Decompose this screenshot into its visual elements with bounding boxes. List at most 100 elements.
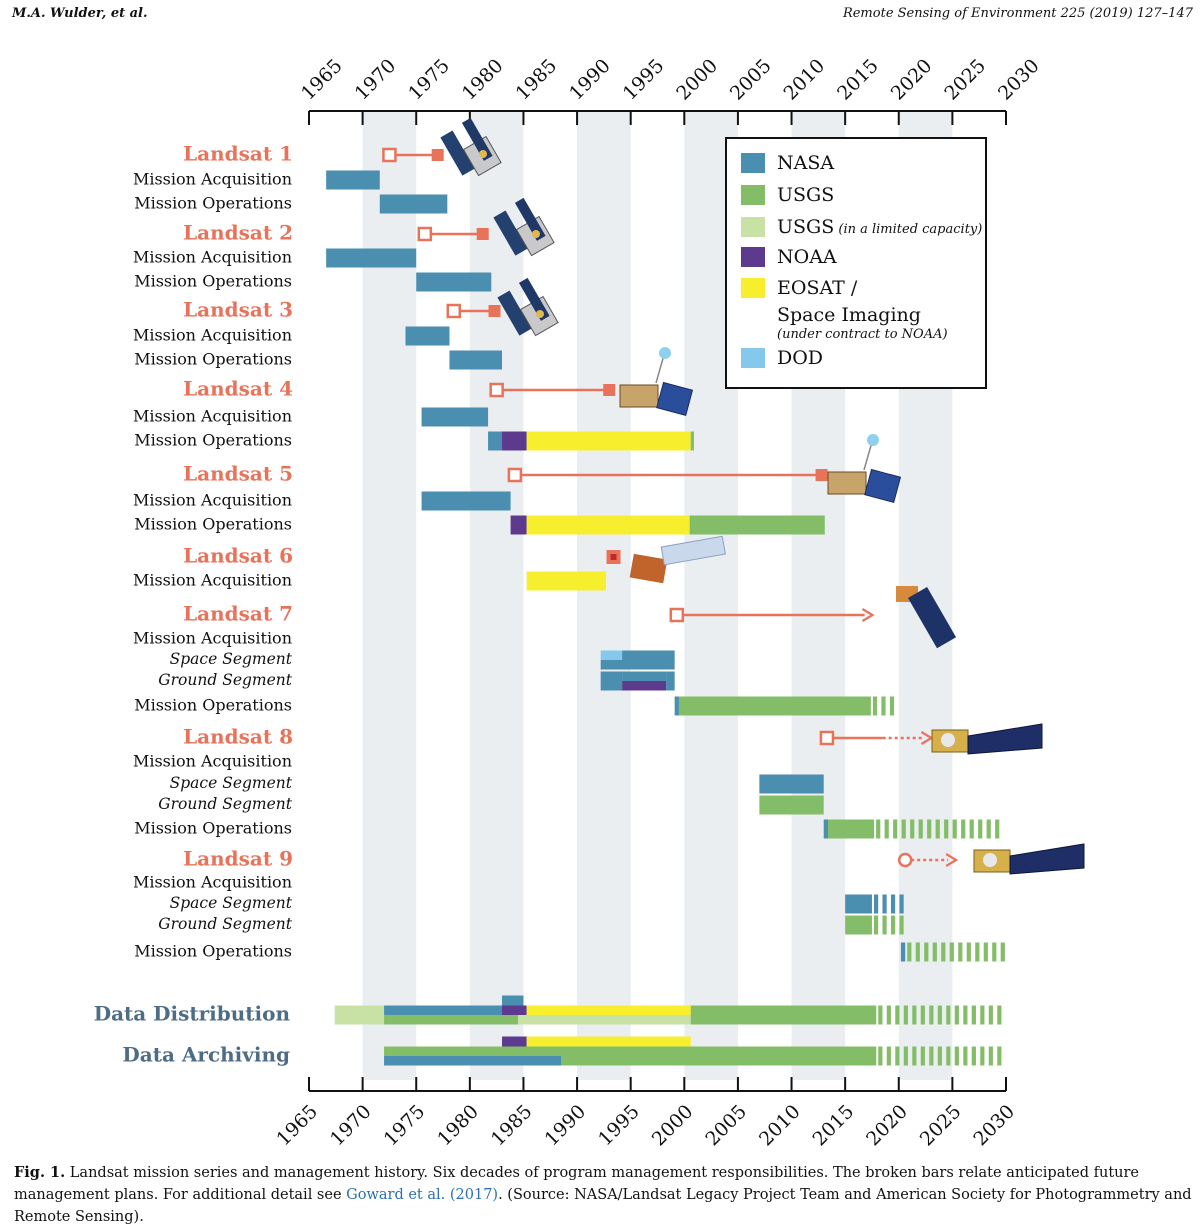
row-label-l6a: Mission Acquisition: [133, 571, 292, 590]
caption-text: Landsat mission series and management hi…: [14, 1165, 1140, 1203]
future-bar-segment: [881, 696, 886, 716]
satellite-detail: [479, 150, 487, 158]
row-label-l4: Landsat 4: [183, 377, 293, 401]
future-bar-segment: [937, 1005, 942, 1025]
future-bar-segment: [910, 819, 915, 839]
solar-panel: [440, 130, 475, 176]
management-bar: [678, 696, 871, 716]
management-bar: [690, 431, 694, 451]
landsat-satellite-illustration: [493, 197, 555, 257]
management-bar: [502, 1036, 527, 1047]
management-bar: [560, 1056, 877, 1066]
axis-tick-label: 1980: [433, 1101, 483, 1151]
axis-tick-label: 1985: [487, 1101, 537, 1151]
legend-swatch: [741, 348, 765, 368]
future-bar-segment: [878, 1046, 883, 1066]
launch-marker: [669, 607, 685, 623]
management-bar: [510, 515, 527, 535]
management-bar: [421, 407, 489, 427]
antenna-mast: [655, 354, 665, 384]
solar-panel: [1009, 843, 1085, 875]
row-label-l7g: Ground Segment: [158, 671, 293, 689]
axis-tick-label: 2015: [833, 55, 883, 105]
legend-label-qualifier: (in a limited capacity): [834, 222, 983, 237]
future-bar-segment: [872, 696, 878, 716]
axis-tick-label: 1995: [619, 55, 669, 105]
end-of-mission-marker: [431, 149, 444, 161]
axis-tick-label: 1990: [540, 1101, 590, 1151]
axis-tick-label: 1970: [326, 1101, 376, 1151]
future-bar-segment: [890, 915, 896, 935]
decade-band: [362, 112, 417, 1080]
legend-label-text: NOAA: [777, 246, 837, 268]
legend-item-noaa: NOAA: [741, 247, 837, 268]
axis-tick-label: 2000: [648, 1101, 698, 1151]
row-label-l7s: Space Segment: [170, 650, 293, 668]
row-label-l6: Landsat 6: [183, 544, 293, 568]
future-bar-segment: [899, 915, 904, 935]
future-bar-segment: [971, 1046, 976, 1066]
future-bar-segment: [932, 942, 937, 962]
future-bar-segment: [924, 942, 929, 962]
solar-panel: [967, 723, 1043, 755]
row-label-dd: Data Distribution: [94, 1002, 291, 1026]
future-bar-segment: [890, 894, 896, 914]
legend-label: EOSAT / Space Imaging (under contract to N…: [777, 278, 948, 344]
axis-tick-label: 1970: [351, 55, 401, 105]
future-bar-segment: [980, 1005, 985, 1025]
legend-label: NOAA: [777, 247, 837, 268]
future-bar-segment: [1000, 942, 1005, 962]
management-bar: [526, 515, 690, 535]
launch-marker: [489, 382, 504, 398]
row-label-l8: Landsat 8: [183, 725, 293, 749]
solar-panel: [497, 290, 532, 336]
row-label-l2o: Mission Operations: [134, 272, 292, 291]
axis-tick-label: 1965: [297, 55, 347, 105]
future-bar-segment: [958, 942, 963, 962]
satellite-detail: [536, 310, 544, 318]
future-bar-segment: [929, 1046, 934, 1066]
legend-swatch: [741, 278, 765, 298]
row-label-l7o: Mission Operations: [134, 696, 292, 715]
legend-swatch: [741, 217, 765, 237]
future-bar-segment: [918, 819, 923, 839]
management-bar: [674, 696, 679, 716]
axis-tick-label: 2000: [672, 55, 722, 105]
planned-launch-marker: [897, 852, 913, 868]
axis-tick-label: 1995: [594, 1101, 644, 1151]
axis-tick-label: 1990: [565, 55, 615, 105]
future-bar-segment: [920, 1046, 925, 1066]
solar-panel: [908, 587, 957, 649]
running-header-authors: M.A. Wulder, et al.: [12, 6, 148, 21]
future-bar-segment: [882, 894, 887, 914]
solar-panel: [656, 381, 694, 417]
management-bar: [823, 819, 828, 839]
legend-label: DOD: [777, 348, 823, 369]
end-of-mission-marker: [815, 469, 828, 481]
management-bar: [334, 1005, 385, 1025]
management-bar: [845, 915, 872, 935]
row-label-l4o: Mission Operations: [134, 431, 292, 450]
management-bar: [622, 650, 675, 660]
launch-marker: [417, 226, 433, 242]
ongoing-arrow: [920, 731, 934, 745]
legend-item-usgs: USGS: [741, 185, 834, 206]
landsat-timeline-chart: 1965 1970 1975 1980 1985 1990 1995 2000 2005 2010…: [94, 55, 1085, 1151]
axis-tick-label: 2005: [701, 1101, 751, 1151]
axis-tick-label: 1975: [404, 55, 454, 105]
row-label-l9g: Ground Segment: [158, 915, 293, 933]
future-bar-segment: [895, 1046, 900, 1066]
row-label-l1a: Mission Acquisition: [133, 170, 292, 189]
antenna-mast: [863, 441, 873, 471]
future-bar-segment: [903, 1046, 908, 1066]
row-label-l7: Landsat 7: [183, 602, 293, 626]
future-bar-segment: [946, 1005, 951, 1025]
caption-reference-link[interactable]: Goward et al. (2017): [346, 1187, 499, 1203]
future-bar-segment: [912, 1005, 917, 1025]
row-label-l3o: Mission Operations: [134, 350, 292, 369]
launch-marker: [446, 303, 462, 319]
future-bar-segment: [937, 1046, 942, 1066]
failed-launch-core: [610, 554, 617, 560]
axis-tick-label: 1985: [511, 55, 561, 105]
future-bar-segment: [935, 819, 940, 839]
